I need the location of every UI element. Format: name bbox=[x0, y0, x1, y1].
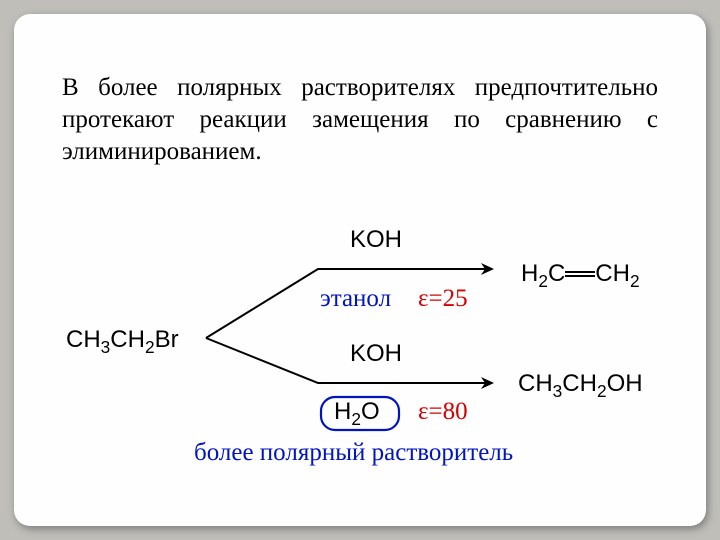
arrow-bottom bbox=[206, 338, 492, 383]
solvent-top: этанол bbox=[320, 285, 391, 313]
reaction-scheme: CH3CH2Br KOH этанол ε=25 H2CCH2 KOH H2O … bbox=[66, 226, 666, 486]
reactant-formula: CH3CH2Br bbox=[66, 326, 179, 354]
intro-paragraph: В более полярных растворителях предпочти… bbox=[62, 72, 658, 168]
product-top: H2CCH2 bbox=[521, 260, 640, 288]
epsilon-bottom: ε=80 bbox=[418, 398, 468, 426]
caption-text: более полярный растворитель bbox=[194, 439, 513, 467]
slide-card: В более полярных растворителях предпочти… bbox=[14, 14, 706, 526]
reagent-bottom: KOH bbox=[350, 340, 402, 368]
solvent-bottom: H2O bbox=[334, 398, 380, 426]
epsilon-top: ε=25 bbox=[418, 285, 468, 313]
product-bottom: CH3CH2OH bbox=[518, 370, 643, 398]
reagent-top: KOH bbox=[350, 226, 402, 254]
